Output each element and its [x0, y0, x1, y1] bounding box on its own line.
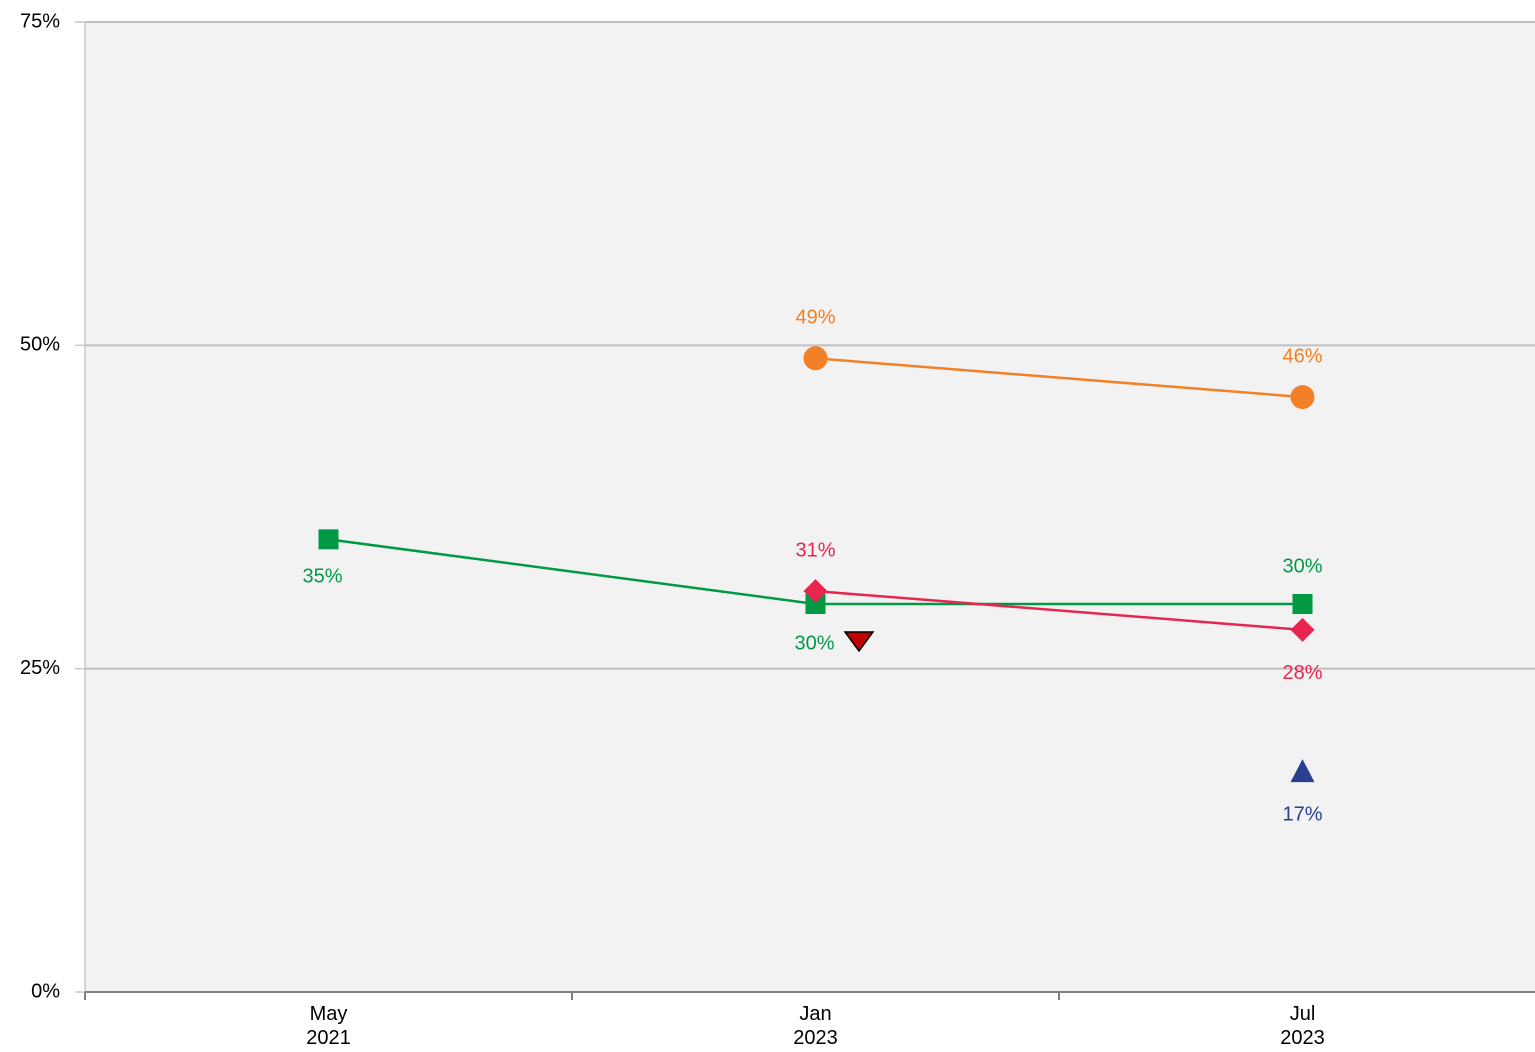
point: [1290, 385, 1315, 410]
data-label: 30%: [1282, 555, 1322, 577]
point: [1290, 617, 1315, 642]
point: [803, 579, 828, 604]
y-tick-label: 50%: [20, 334, 60, 356]
data-label: 49%: [795, 307, 835, 329]
y-tick-label: 0%: [31, 980, 60, 1002]
x-tick-label: Jul 2023: [1280, 1003, 1325, 1049]
data-label: 35%: [302, 566, 342, 588]
point: [1290, 759, 1315, 783]
data-label: 17%: [1282, 803, 1322, 825]
point: [805, 594, 826, 614]
series-line: [815, 357, 1303, 399]
series-line: [815, 589, 1303, 632]
x-tick-label: Jan 2023: [793, 1003, 838, 1049]
x-tick-label: May 2021: [306, 1003, 351, 1049]
data-label: 28%: [1282, 662, 1322, 684]
data-label: 46%: [1282, 345, 1322, 367]
point: [803, 346, 828, 371]
plot-background: [85, 22, 1535, 992]
data-label: 31%: [795, 539, 835, 561]
data-label: 30%: [794, 632, 834, 654]
significance-marker: [843, 631, 875, 653]
y-tick-label: 25%: [20, 657, 60, 679]
point: [1292, 594, 1313, 614]
point: [318, 529, 339, 550]
y-tick-label: 75%: [20, 10, 60, 32]
